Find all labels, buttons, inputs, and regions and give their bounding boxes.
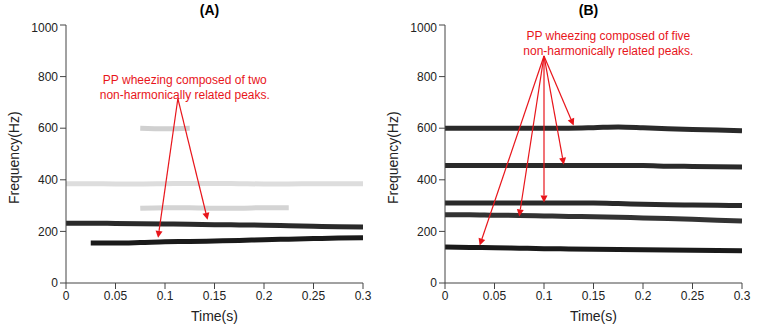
svg-text:0.05: 0.05 (483, 289, 507, 303)
svg-text:0.15: 0.15 (203, 289, 227, 303)
svg-text:0.15: 0.15 (582, 289, 606, 303)
svg-text:0.3: 0.3 (734, 289, 751, 303)
svg-text:400: 400 (417, 173, 437, 187)
svg-text:Frequency(Hz): Frequency(Hz) (385, 111, 401, 204)
svg-text:0: 0 (430, 276, 437, 290)
svg-text:0.1: 0.1 (536, 289, 553, 303)
svg-text:0.3: 0.3 (355, 289, 372, 303)
svg-text:200: 200 (38, 225, 58, 239)
svg-text:PP wheezing composed of fiveno: PP wheezing composed of fivenon-harmonic… (523, 29, 693, 58)
svg-text:600: 600 (417, 121, 437, 135)
svg-text:800: 800 (38, 70, 58, 84)
svg-text:0.25: 0.25 (681, 289, 705, 303)
svg-text:0: 0 (63, 289, 70, 303)
svg-text:200: 200 (417, 225, 437, 239)
svg-text:0.05: 0.05 (104, 289, 128, 303)
svg-text:1000: 1000 (31, 21, 58, 35)
svg-text:0: 0 (442, 289, 449, 303)
svg-text:1000: 1000 (410, 21, 437, 35)
svg-text:0.1: 0.1 (157, 289, 174, 303)
svg-text:0.2: 0.2 (635, 289, 652, 303)
svg-text:PP wheezing composed of twonon: PP wheezing composed of twonon-harmonica… (100, 73, 270, 102)
svg-text:0: 0 (51, 276, 58, 290)
html-text:(A): (A) (199, 2, 220, 18)
svg-text:Frequency(Hz): Frequency(Hz) (6, 111, 22, 204)
svg-text:0.2: 0.2 (256, 289, 273, 303)
svg-text:Time(s): Time(s) (191, 308, 238, 324)
svg-text:Time(s): Time(s) (570, 308, 617, 324)
svg-text:400: 400 (38, 173, 58, 187)
svg-text:0.25: 0.25 (302, 289, 326, 303)
html-text:(B): (B) (578, 2, 599, 18)
svg-text:600: 600 (38, 121, 58, 135)
svg-text:800: 800 (417, 70, 437, 84)
